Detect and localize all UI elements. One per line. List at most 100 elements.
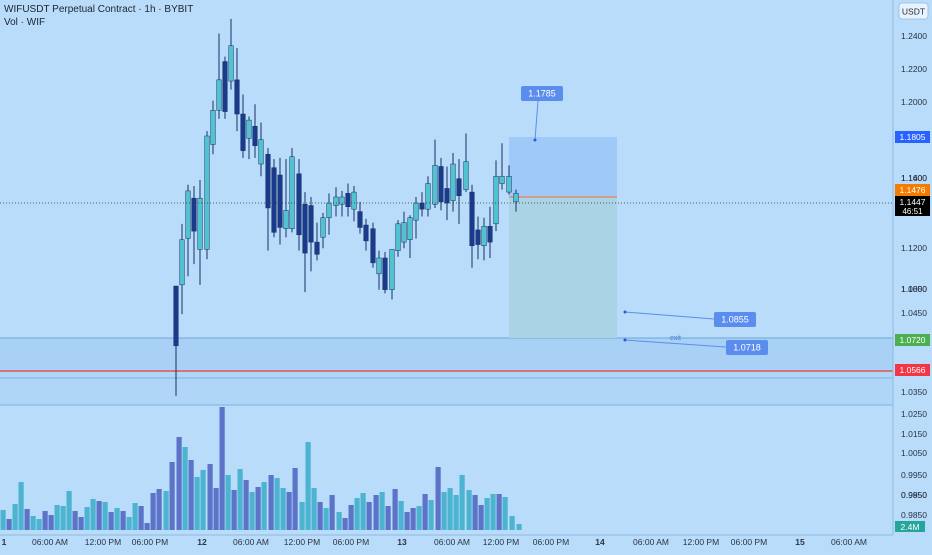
candle-body — [234, 79, 240, 115]
volume-bar — [219, 407, 225, 530]
volume-bar — [311, 488, 317, 530]
exit-annotation: exit — [670, 335, 681, 342]
price-axis-background — [893, 0, 932, 550]
volume-bar — [342, 518, 348, 530]
volume-bar — [348, 505, 354, 530]
volume-bar — [138, 506, 144, 530]
price-tick-label: 1.0450 — [901, 308, 927, 318]
price-tick-label: 1.0850 — [901, 284, 927, 294]
price-tag-value: 1.0566 — [900, 365, 926, 375]
time-axis-background — [0, 535, 932, 550]
volume-bar — [261, 482, 267, 530]
price-tick-label: 0.9950 — [901, 470, 927, 480]
volume-bar — [404, 512, 410, 530]
candle-body — [246, 119, 252, 139]
time-tick-label: 06:00 AM — [831, 537, 867, 547]
price-tick-label: 1.0250 — [901, 409, 927, 419]
volume-bar — [194, 477, 200, 530]
callout-pointer — [534, 100, 539, 141]
volume-bar — [516, 524, 522, 530]
candle-body — [296, 173, 302, 236]
candle-body — [302, 204, 308, 254]
callout-label: 1.0718 — [733, 343, 761, 353]
chart-title: WIFUSDT Perpetual Contract · 1h · BYBIT — [4, 4, 194, 15]
volume-bar — [354, 498, 360, 530]
candle-body — [185, 190, 191, 239]
time-tick-day-label: 14 — [595, 537, 605, 547]
candle-body — [333, 196, 339, 206]
candle-body — [438, 166, 444, 203]
price-tick-label: 1.0150 — [901, 429, 927, 439]
price-tag: 1.0566 — [895, 364, 930, 376]
candle-body — [395, 223, 401, 251]
candle-body — [228, 45, 234, 82]
callout-label: 1.0855 — [721, 315, 749, 325]
candle-body — [191, 197, 197, 232]
volume-bar — [60, 506, 66, 530]
candle-body — [289, 156, 295, 229]
callout-pointer — [624, 339, 727, 348]
price-tag-box — [895, 334, 930, 346]
time-tick-label: 06:00 PM — [533, 537, 569, 547]
price-callout: 1.0718 — [623, 338, 768, 355]
candle-body — [258, 139, 264, 165]
volume-tag: 2.4M — [895, 521, 925, 532]
price-callout: 1.0855 — [623, 310, 756, 327]
volume-bar — [373, 495, 379, 530]
price-tag-box — [895, 196, 930, 216]
volume-bar — [435, 467, 441, 530]
volume-bar — [453, 495, 459, 530]
volume-tag-box — [895, 521, 925, 532]
volume-bar — [144, 523, 150, 530]
time-tick-label: 06:00 PM — [731, 537, 767, 547]
candle-body — [210, 110, 216, 145]
price-tick-label: 0.9850 — [901, 510, 927, 520]
time-tick-label: 06:00 PM — [333, 537, 369, 547]
candle-body — [444, 188, 450, 204]
volume-bar — [366, 502, 372, 530]
time-tick-label: 06:00 AM — [233, 537, 269, 547]
candle-body — [401, 222, 407, 243]
candle-body — [197, 197, 203, 250]
price-tag: 1.0720 — [895, 334, 930, 346]
price-tick-label: 1.0350 — [901, 387, 927, 397]
callout-anchor — [533, 138, 537, 142]
candle-body — [222, 61, 228, 112]
volume-bar — [441, 492, 447, 530]
volume-bar — [120, 511, 126, 530]
callout-box — [714, 312, 756, 327]
volume-bar — [484, 498, 490, 530]
candle-body — [179, 239, 185, 286]
price-tick-label: 1.2400 — [901, 31, 927, 41]
volume-bar — [274, 478, 280, 530]
price-tag-value: 1.0720 — [900, 335, 926, 345]
candle-body — [456, 178, 462, 197]
candle-body — [320, 217, 326, 238]
price-tick-label: 1.1400 — [901, 173, 927, 183]
candle-body — [499, 175, 505, 184]
price-tag-box — [895, 184, 930, 196]
candle-body — [493, 175, 499, 225]
candle-body — [277, 174, 283, 228]
volume-bar — [398, 501, 404, 530]
price-callout: 1.1785 — [521, 86, 563, 142]
callout-box — [726, 340, 768, 355]
volume-bar — [213, 488, 219, 530]
price-tick-label: 1.1000 — [901, 284, 927, 294]
candle-body — [252, 125, 258, 146]
volume-bar — [280, 488, 286, 530]
volume-bar — [416, 506, 422, 530]
candle-body — [351, 191, 357, 210]
volume-bar — [237, 469, 243, 530]
candle-body — [339, 196, 345, 205]
volume-bar — [0, 510, 6, 530]
callout-anchor — [623, 310, 627, 314]
time-tick-label: 06:00 AM — [434, 537, 470, 547]
candle-body — [389, 249, 395, 290]
candle-body — [469, 191, 475, 247]
currency-badge: USDT — [898, 2, 929, 20]
